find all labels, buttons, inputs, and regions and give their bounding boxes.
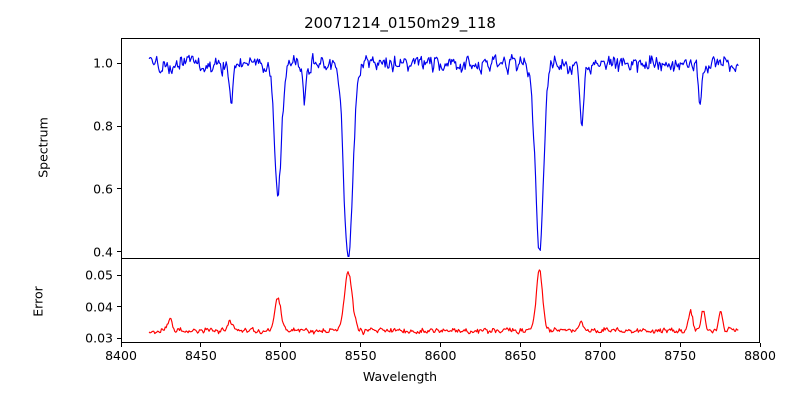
y-tick-label-spectrum: 0.4 (93, 244, 113, 260)
spectrum-plot-area (121, 38, 760, 258)
y-tick-label-error: 0.04 (85, 299, 113, 315)
y-axis-label-spectrum: Spectrum (35, 117, 51, 178)
x-tick-label: 8600 (424, 348, 457, 363)
x-tick-label: 8650 (504, 348, 537, 363)
x-tick-label: 8700 (584, 348, 617, 363)
y-tick-mark (117, 306, 121, 308)
y-tick-label-spectrum: 1.0 (93, 55, 113, 71)
y-tick-mark (117, 274, 121, 276)
error-plot-area (121, 258, 760, 343)
x-tick-mark (599, 343, 601, 347)
x-tick-label: 8500 (264, 348, 297, 363)
x-tick-label: 8450 (184, 348, 217, 363)
y-tick-mark (117, 188, 121, 190)
chart-title: 20071214_0150m29_118 (304, 14, 496, 32)
y-tick-mark (117, 125, 121, 127)
x-tick-mark (200, 343, 202, 347)
x-tick-mark (120, 343, 122, 347)
y-tick-mark (117, 337, 121, 339)
x-axis-label: Wavelength (362, 369, 438, 384)
y-tick-label-spectrum: 0.6 (93, 181, 113, 197)
x-tick-mark (759, 343, 761, 347)
spectrum-series (122, 39, 759, 258)
x-tick-mark (519, 343, 521, 347)
y-tick-label-error: 0.05 (85, 267, 113, 283)
y-axis-label-error: Error (30, 286, 46, 317)
x-tick-label: 8550 (344, 348, 377, 363)
x-tick-label: 8400 (105, 348, 137, 363)
x-tick-mark (360, 343, 362, 347)
error-series (122, 259, 759, 342)
x-tick-mark (440, 343, 442, 347)
y-tick-mark (117, 62, 121, 64)
x-tick-label: 8800 (744, 348, 776, 363)
x-tick-mark (280, 343, 282, 347)
x-tick-mark (679, 343, 681, 347)
y-tick-mark (117, 251, 121, 253)
y-tick-label-spectrum: 0.8 (93, 118, 113, 134)
x-tick-label: 8750 (664, 348, 697, 363)
y-tick-label-error: 0.03 (85, 330, 113, 346)
